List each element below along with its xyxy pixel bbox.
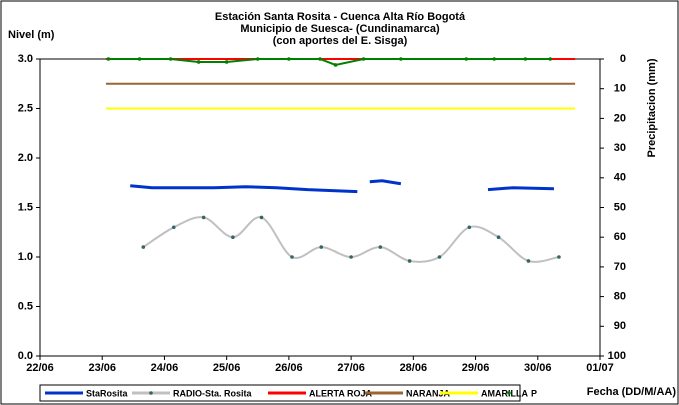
x-tick-label: 28/06 [400, 362, 428, 374]
legend-label: StaRosita [86, 388, 129, 398]
x-tick-label: 23/06 [88, 362, 116, 374]
plot-area [39, 58, 601, 357]
series-marker [333, 63, 338, 67]
y2-tick-label: 100 [608, 350, 626, 362]
x-tick-label: 22/06 [26, 362, 54, 374]
y2-tick-label: 70 [614, 261, 626, 273]
series-marker [349, 255, 353, 259]
series-marker [437, 255, 442, 259]
series-marker [137, 57, 142, 61]
series-marker [557, 255, 561, 259]
x-tick-label: 29/06 [462, 362, 490, 374]
series-marker [523, 57, 528, 61]
series-marker [196, 60, 201, 64]
series-marker [201, 215, 206, 220]
series-line [369, 179, 402, 186]
y2-tick-label: 30 [614, 142, 626, 154]
legend-label: NARANJA [406, 388, 451, 398]
y-tick-label: 2.0 [18, 152, 33, 164]
y2-axis-label: Precipitacion (mm) [646, 58, 658, 157]
series-marker [378, 245, 383, 249]
series-marker [318, 57, 322, 61]
legend-label: RADIO-Sta. Rosita [173, 388, 253, 398]
series-marker [361, 57, 366, 61]
series-line [487, 186, 554, 192]
x-tick-label: 30/06 [524, 362, 552, 374]
x-axis-label: Fecha (DD/M/AA) [587, 386, 677, 398]
series-marker [467, 225, 472, 230]
series-marker [287, 57, 291, 61]
series-marker [171, 225, 176, 230]
series-marker [168, 57, 173, 61]
chart-title: Estación Santa Rosita - Cuenca Alta Río … [215, 11, 466, 23]
y-tick-label: 0.5 [18, 300, 33, 312]
legend-marker [507, 391, 511, 395]
y-tick-label: 3.0 [18, 53, 33, 65]
y-axis-label: Nivel (m) [8, 29, 55, 41]
series-marker [399, 57, 403, 61]
y2-tick-label: 10 [614, 83, 626, 95]
x-tick-label: 25/06 [213, 362, 241, 374]
series-marker [526, 259, 531, 263]
legend-label: ALERTA ROJA [309, 388, 373, 398]
y2-tick-label: 0 [620, 53, 626, 65]
series-marker [141, 245, 146, 249]
chart-title: (con aportes del E. Sisga) [273, 35, 408, 47]
series-marker [319, 245, 324, 249]
x-tick-label: 01/07 [586, 362, 614, 374]
series-marker [259, 215, 264, 220]
series-marker [496, 235, 501, 239]
legend-marker [149, 391, 153, 395]
y-tick-label: 2.5 [18, 102, 33, 114]
series-marker [464, 57, 469, 61]
series-marker [548, 57, 553, 61]
series-marker [106, 57, 111, 61]
y2-tick-label: 60 [614, 231, 626, 243]
series-marker [255, 57, 260, 61]
chart-title: Municipio de Suesca- (Cundinamarca) [240, 23, 440, 35]
y-tick-label: 1.5 [18, 201, 33, 213]
y2-tick-label: 80 [614, 291, 626, 303]
x-tick-label: 24/06 [151, 362, 179, 374]
series-marker [224, 60, 229, 64]
series-line [130, 184, 358, 194]
series-marker [290, 255, 294, 259]
x-tick-label: 27/06 [337, 362, 365, 374]
y2-tick-label: 50 [614, 201, 626, 213]
legend-label: AMARILLA [481, 388, 528, 398]
x-tick-label: 26/06 [275, 362, 303, 374]
y-tick-label: 0.0 [18, 350, 33, 362]
legend-label: P [531, 388, 537, 398]
series-marker [492, 57, 497, 61]
legend-entries: StaRosita RADIO-Sta. Rosita ALERTA ROJA NAR… [45, 388, 537, 398]
series-marker [407, 259, 412, 263]
series-marker [231, 235, 235, 239]
y2-tick-label: 90 [614, 320, 626, 332]
y2-tick-label: 40 [614, 172, 626, 184]
y2-tick-label: 20 [614, 112, 626, 124]
y-tick-label: 1.0 [18, 251, 33, 263]
